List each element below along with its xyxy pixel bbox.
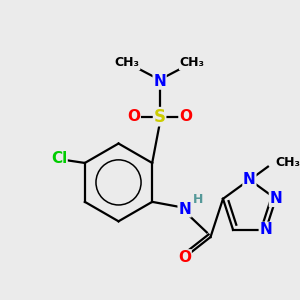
Text: CH₃: CH₃ [179, 56, 205, 70]
Text: CH₃: CH₃ [115, 56, 140, 70]
Text: O: O [178, 250, 191, 265]
Text: N: N [153, 74, 166, 89]
Text: N: N [178, 202, 191, 217]
Text: O: O [127, 109, 140, 124]
Text: O: O [179, 109, 192, 124]
Text: N: N [269, 191, 282, 206]
Text: S: S [154, 108, 166, 126]
Text: H: H [192, 194, 203, 206]
Text: Cl: Cl [51, 151, 67, 166]
Text: N: N [260, 222, 272, 237]
Text: N: N [243, 172, 256, 187]
Text: CH₃: CH₃ [275, 157, 300, 169]
